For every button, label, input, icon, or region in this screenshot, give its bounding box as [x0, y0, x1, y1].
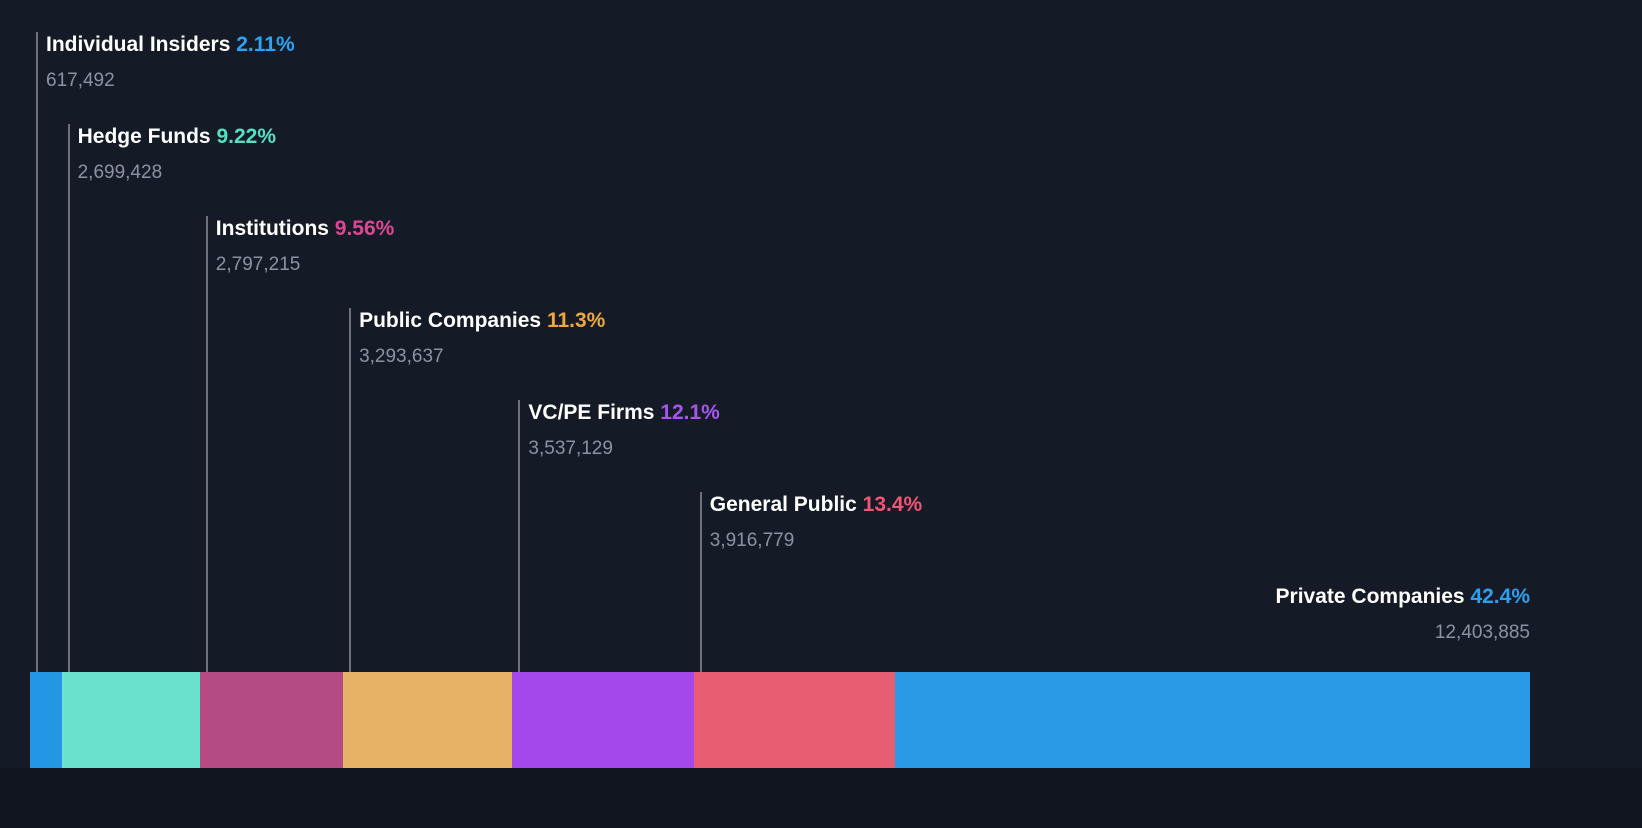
percentage-value: 12.1%: [660, 401, 720, 424]
segment-label-line: Institutions 9.56%: [216, 214, 395, 244]
segment-label-block: VC/PE Firms 12.1% 3,537,129: [528, 398, 719, 462]
bar-segment[interactable]: [512, 672, 694, 768]
segment-label-block: Public Companies 11.3% 3,293,637: [359, 306, 605, 370]
callout-line: [36, 32, 38, 672]
segment-label-block: General Public 13.4% 3,916,779: [710, 490, 922, 554]
share-count: 617,492: [46, 70, 115, 91]
bar-segment[interactable]: [894, 672, 1530, 768]
bar-segment[interactable]: [199, 672, 344, 768]
category-label: General Public: [709, 493, 857, 516]
segment-label-line: VC/PE Firms 12.1%: [528, 398, 719, 428]
category-label: Public Companies: [359, 309, 542, 332]
callout-line: [699, 492, 702, 672]
bar-segment[interactable]: [693, 672, 895, 768]
bar-segment[interactable]: [61, 672, 200, 768]
share-count: 2,797,215: [215, 254, 301, 275]
category-label: Individual Insiders: [46, 33, 231, 56]
share-count: 3,537,129: [528, 438, 613, 459]
percentage-value: 11.3%: [546, 309, 606, 332]
callout-line: [518, 400, 521, 672]
segment-label-line: Public Companies 11.3%: [359, 306, 605, 336]
share-count: 12,403,885: [1434, 622, 1530, 643]
segment-label-block: Individual Insiders 2.11% 617,492: [46, 30, 295, 94]
category-label: VC/PE Firms: [528, 401, 655, 424]
percentage-value: 9.22%: [216, 125, 277, 148]
segment-label-line: Hedge Funds 9.22%: [78, 122, 276, 152]
category-label: Institutions: [215, 217, 329, 240]
bar-segment[interactable]: [343, 672, 513, 768]
segment-label-block: Private Companies 42.4% 12,403,885: [1276, 582, 1530, 646]
bottom-strip: [0, 768, 1642, 828]
segment-label-block: Institutions 9.56% 2,797,215: [216, 214, 395, 278]
share-count: 2,699,428: [77, 162, 163, 183]
percentage-value: 42.4%: [1470, 585, 1530, 608]
share-count: 3,916,779: [709, 530, 795, 551]
percentage-value: 13.4%: [862, 493, 923, 516]
segment-label-line: Private Companies 42.4%: [1276, 582, 1530, 612]
segment-label-line: General Public 13.4%: [710, 490, 922, 520]
callout-line: [349, 308, 352, 672]
bar-segment[interactable]: [30, 672, 62, 768]
share-count: 3,293,637: [359, 346, 444, 367]
category-label: Private Companies: [1275, 585, 1465, 608]
percentage-value: 9.56%: [334, 217, 395, 240]
callout-line: [67, 124, 70, 672]
callout-line: [205, 216, 208, 672]
segment-label-line: Individual Insiders 2.11%: [46, 30, 295, 60]
category-label: Hedge Funds: [77, 125, 211, 148]
percentage-value: 2.11%: [236, 33, 295, 56]
segment-label-block: Hedge Funds 9.22% 2,699,428: [78, 122, 276, 186]
